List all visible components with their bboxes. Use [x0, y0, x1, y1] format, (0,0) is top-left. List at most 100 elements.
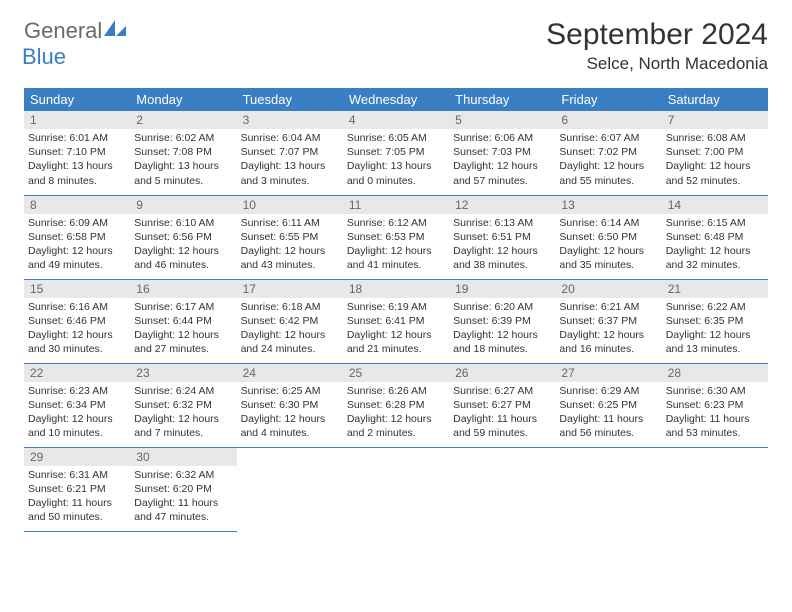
day-cell: 26Sunrise: 6:27 AMSunset: 6:27 PMDayligh… — [449, 363, 555, 447]
daylight-text: Daylight: 12 hours and 49 minutes. — [28, 244, 126, 272]
daylight-text: Daylight: 13 hours and 8 minutes. — [28, 159, 126, 187]
logo-text: General Blue — [24, 18, 126, 70]
sunset-text: Sunset: 6:23 PM — [666, 398, 764, 412]
weekday-header: Wednesday — [343, 88, 449, 111]
day-cell: 16Sunrise: 6:17 AMSunset: 6:44 PMDayligh… — [130, 279, 236, 363]
weekday-header: Sunday — [24, 88, 130, 111]
day-body: Sunrise: 6:14 AMSunset: 6:50 PMDaylight:… — [555, 214, 661, 277]
day-body: Sunrise: 6:18 AMSunset: 6:42 PMDaylight:… — [237, 298, 343, 361]
sunset-text: Sunset: 6:44 PM — [134, 314, 232, 328]
page-title: September 2024 — [546, 18, 768, 52]
daylight-text: Daylight: 12 hours and 7 minutes. — [134, 412, 232, 440]
sunrise-text: Sunrise: 6:30 AM — [666, 384, 764, 398]
day-body: Sunrise: 6:05 AMSunset: 7:05 PMDaylight:… — [343, 129, 449, 192]
weekday-header: Saturday — [662, 88, 768, 111]
daylight-text: Daylight: 12 hours and 24 minutes. — [241, 328, 339, 356]
daylight-text: Daylight: 12 hours and 32 minutes. — [666, 244, 764, 272]
sunrise-text: Sunrise: 6:25 AM — [241, 384, 339, 398]
sunset-text: Sunset: 6:20 PM — [134, 482, 232, 496]
sunrise-text: Sunrise: 6:06 AM — [453, 131, 551, 145]
day-body: Sunrise: 6:12 AMSunset: 6:53 PMDaylight:… — [343, 214, 449, 277]
sunset-text: Sunset: 6:35 PM — [666, 314, 764, 328]
logo: General Blue — [24, 18, 126, 70]
day-cell: 6Sunrise: 6:07 AMSunset: 7:02 PMDaylight… — [555, 111, 661, 195]
day-body: Sunrise: 6:25 AMSunset: 6:30 PMDaylight:… — [237, 382, 343, 445]
day-cell — [449, 447, 555, 531]
day-number: 22 — [24, 364, 130, 382]
weekday-header: Friday — [555, 88, 661, 111]
sunrise-text: Sunrise: 6:29 AM — [559, 384, 657, 398]
sunset-text: Sunset: 6:51 PM — [453, 230, 551, 244]
logo-sail-icon — [104, 20, 126, 43]
daylight-text: Daylight: 12 hours and 57 minutes. — [453, 159, 551, 187]
sunset-text: Sunset: 6:30 PM — [241, 398, 339, 412]
sunset-text: Sunset: 6:41 PM — [347, 314, 445, 328]
day-body: Sunrise: 6:09 AMSunset: 6:58 PMDaylight:… — [24, 214, 130, 277]
sunset-text: Sunset: 6:42 PM — [241, 314, 339, 328]
header: General Blue September 2024 Selce, North… — [24, 18, 768, 74]
day-body: Sunrise: 6:11 AMSunset: 6:55 PMDaylight:… — [237, 214, 343, 277]
day-body: Sunrise: 6:02 AMSunset: 7:08 PMDaylight:… — [130, 129, 236, 192]
day-cell: 4Sunrise: 6:05 AMSunset: 7:05 PMDaylight… — [343, 111, 449, 195]
day-cell: 10Sunrise: 6:11 AMSunset: 6:55 PMDayligh… — [237, 195, 343, 279]
sunrise-text: Sunrise: 6:13 AM — [453, 216, 551, 230]
sunset-text: Sunset: 6:27 PM — [453, 398, 551, 412]
calendar-week-row: 8Sunrise: 6:09 AMSunset: 6:58 PMDaylight… — [24, 195, 768, 279]
day-number: 11 — [343, 196, 449, 214]
day-cell: 24Sunrise: 6:25 AMSunset: 6:30 PMDayligh… — [237, 363, 343, 447]
sunrise-text: Sunrise: 6:01 AM — [28, 131, 126, 145]
day-number: 23 — [130, 364, 236, 382]
day-body: Sunrise: 6:08 AMSunset: 7:00 PMDaylight:… — [662, 129, 768, 192]
day-number: 8 — [24, 196, 130, 214]
day-cell: 9Sunrise: 6:10 AMSunset: 6:56 PMDaylight… — [130, 195, 236, 279]
day-cell: 21Sunrise: 6:22 AMSunset: 6:35 PMDayligh… — [662, 279, 768, 363]
sunrise-text: Sunrise: 6:05 AM — [347, 131, 445, 145]
sunset-text: Sunset: 7:05 PM — [347, 145, 445, 159]
day-number: 30 — [130, 448, 236, 466]
sunset-text: Sunset: 7:00 PM — [666, 145, 764, 159]
sunrise-text: Sunrise: 6:15 AM — [666, 216, 764, 230]
day-cell: 14Sunrise: 6:15 AMSunset: 6:48 PMDayligh… — [662, 195, 768, 279]
daylight-text: Daylight: 12 hours and 41 minutes. — [347, 244, 445, 272]
day-body: Sunrise: 6:10 AMSunset: 6:56 PMDaylight:… — [130, 214, 236, 277]
weekday-header: Thursday — [449, 88, 555, 111]
daylight-text: Daylight: 12 hours and 52 minutes. — [666, 159, 764, 187]
daylight-text: Daylight: 12 hours and 55 minutes. — [559, 159, 657, 187]
calendar-table: Sunday Monday Tuesday Wednesday Thursday… — [24, 88, 768, 532]
day-number: 16 — [130, 280, 236, 298]
sunrise-text: Sunrise: 6:08 AM — [666, 131, 764, 145]
day-cell: 5Sunrise: 6:06 AMSunset: 7:03 PMDaylight… — [449, 111, 555, 195]
logo-main: General — [24, 18, 102, 43]
day-cell: 8Sunrise: 6:09 AMSunset: 6:58 PMDaylight… — [24, 195, 130, 279]
day-body: Sunrise: 6:07 AMSunset: 7:02 PMDaylight:… — [555, 129, 661, 192]
day-cell: 7Sunrise: 6:08 AMSunset: 7:00 PMDaylight… — [662, 111, 768, 195]
daylight-text: Daylight: 13 hours and 3 minutes. — [241, 159, 339, 187]
sunset-text: Sunset: 6:39 PM — [453, 314, 551, 328]
day-number: 14 — [662, 196, 768, 214]
day-number: 20 — [555, 280, 661, 298]
calendar-week-row: 1Sunrise: 6:01 AMSunset: 7:10 PMDaylight… — [24, 111, 768, 195]
day-cell — [343, 447, 449, 531]
day-body: Sunrise: 6:24 AMSunset: 6:32 PMDaylight:… — [130, 382, 236, 445]
day-body: Sunrise: 6:22 AMSunset: 6:35 PMDaylight:… — [662, 298, 768, 361]
sunrise-text: Sunrise: 6:24 AM — [134, 384, 232, 398]
sunrise-text: Sunrise: 6:23 AM — [28, 384, 126, 398]
daylight-text: Daylight: 12 hours and 16 minutes. — [559, 328, 657, 356]
day-cell: 25Sunrise: 6:26 AMSunset: 6:28 PMDayligh… — [343, 363, 449, 447]
day-number: 17 — [237, 280, 343, 298]
weekday-header-row: Sunday Monday Tuesday Wednesday Thursday… — [24, 88, 768, 111]
day-number: 10 — [237, 196, 343, 214]
sunrise-text: Sunrise: 6:21 AM — [559, 300, 657, 314]
day-number: 3 — [237, 111, 343, 129]
sunset-text: Sunset: 6:50 PM — [559, 230, 657, 244]
location-subtitle: Selce, North Macedonia — [546, 54, 768, 74]
day-number: 19 — [449, 280, 555, 298]
sunset-text: Sunset: 7:10 PM — [28, 145, 126, 159]
sunset-text: Sunset: 6:25 PM — [559, 398, 657, 412]
sunrise-text: Sunrise: 6:17 AM — [134, 300, 232, 314]
daylight-text: Daylight: 12 hours and 30 minutes. — [28, 328, 126, 356]
day-cell: 15Sunrise: 6:16 AMSunset: 6:46 PMDayligh… — [24, 279, 130, 363]
daylight-text: Daylight: 11 hours and 47 minutes. — [134, 496, 232, 524]
daylight-text: Daylight: 12 hours and 43 minutes. — [241, 244, 339, 272]
day-body: Sunrise: 6:26 AMSunset: 6:28 PMDaylight:… — [343, 382, 449, 445]
